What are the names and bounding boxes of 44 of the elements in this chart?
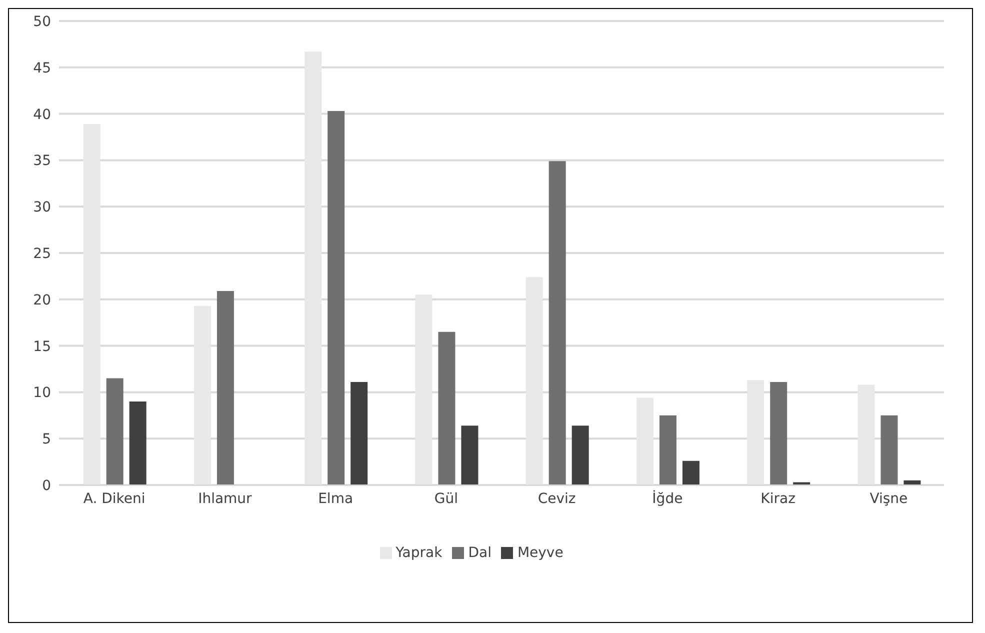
- bar: [770, 382, 788, 485]
- legend-label: Yaprak: [396, 545, 442, 561]
- x-tick-label: Ceviz: [538, 490, 576, 507]
- bar: [106, 378, 124, 485]
- x-tick-label: Elma: [318, 490, 354, 507]
- bar: [747, 380, 764, 485]
- bar: [216, 291, 234, 485]
- x-tick-label: Gül: [434, 490, 458, 507]
- x-tick-label: İğde: [652, 490, 683, 507]
- bar: [636, 398, 654, 485]
- bar: [415, 294, 432, 485]
- bar: [572, 426, 589, 485]
- y-tick-label: 25: [33, 246, 51, 262]
- y-tick-label: 45: [33, 60, 51, 76]
- bar: [548, 161, 566, 485]
- y-tick-label: 40: [33, 106, 51, 123]
- bar: [83, 124, 100, 485]
- legend-label: Dal: [468, 545, 492, 561]
- bar: [194, 306, 211, 485]
- y-tick-label: 10: [33, 385, 51, 402]
- bar: [304, 52, 322, 485]
- y-tick-label: 15: [33, 338, 51, 355]
- bar: [526, 277, 543, 485]
- x-tick-label: A. Dikeni: [83, 490, 146, 507]
- bar: [858, 384, 875, 485]
- y-tick-label: 50: [33, 14, 51, 30]
- bar: [793, 482, 810, 485]
- bar: [659, 415, 676, 485]
- bar: [461, 426, 478, 485]
- bar: [129, 401, 146, 485]
- x-tick-label: Kiraz: [760, 490, 796, 507]
- bar: [880, 415, 898, 485]
- bar: [350, 382, 368, 485]
- bar: [438, 332, 456, 485]
- legend-label: Meyve: [517, 545, 564, 561]
- bar: [682, 460, 700, 485]
- x-tick-label: Vişne: [870, 490, 908, 507]
- x-tick-label: Ihlamur: [198, 490, 252, 507]
- y-tick-label: 0: [42, 478, 51, 494]
- y-tick-label: 30: [33, 200, 51, 216]
- bar: [328, 111, 345, 485]
- y-tick-label: 20: [33, 292, 51, 308]
- y-tick-label: 35: [33, 153, 51, 170]
- y-tick-label: 5: [42, 432, 51, 448]
